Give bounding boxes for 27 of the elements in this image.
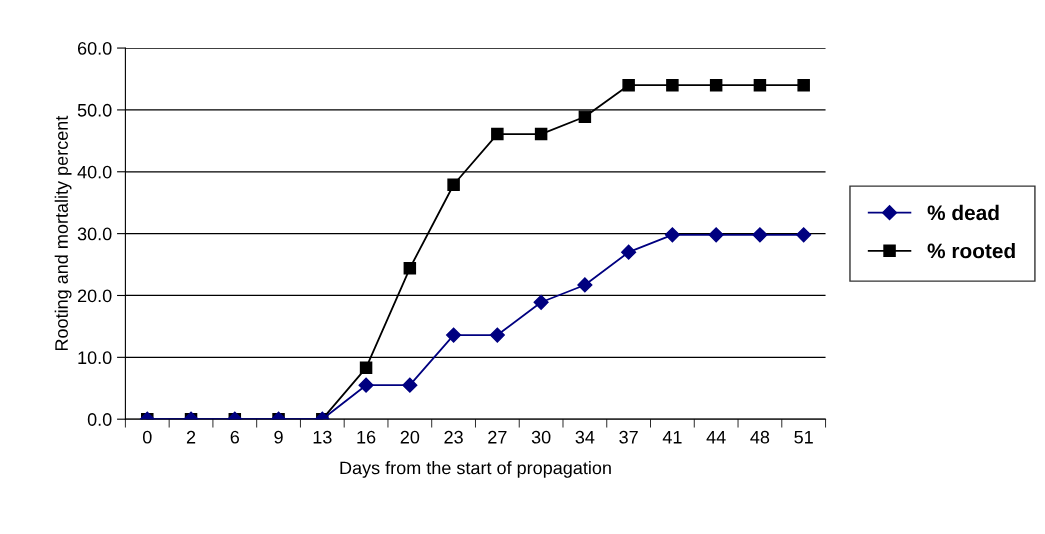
x-tick-label: 34 xyxy=(575,430,595,444)
x-tick-label: 23 xyxy=(444,430,463,444)
x-tick-label: 41 xyxy=(662,430,682,444)
y-tick-label: 20.0 xyxy=(77,289,112,303)
x-tick-label: 2 xyxy=(186,430,196,444)
y-tick-label: 60.0 xyxy=(77,41,112,55)
x-tick-label: 48 xyxy=(750,430,770,444)
y-tick-label: 40.0 xyxy=(77,165,112,179)
x-tick-label: 20 xyxy=(400,430,420,444)
x-tick-label: 16 xyxy=(357,430,376,444)
x-tick-label: 51 xyxy=(794,430,813,444)
legend-label: % dead xyxy=(927,204,999,221)
x-tick-label: 0 xyxy=(142,430,152,444)
y-tick-label: 30.0 xyxy=(77,227,112,241)
x-tick-label: 37 xyxy=(619,430,638,444)
x-axis-title: Days from the start of propagation xyxy=(340,461,611,478)
x-tick-label: 6 xyxy=(230,430,240,444)
x-tick-label: 30 xyxy=(531,430,551,444)
x-tick-label: 44 xyxy=(706,430,726,444)
y-tick-label: 10.0 xyxy=(78,351,112,365)
y-axis-title: Rooting and mortality percent xyxy=(54,115,72,351)
x-tick-label: 13 xyxy=(313,430,332,444)
legend-label: % rooted xyxy=(927,243,1015,259)
x-tick-label: 27 xyxy=(488,430,507,444)
x-tick-label: 9 xyxy=(274,430,283,444)
y-tick-label: 0.0 xyxy=(87,413,112,426)
y-tick-label: 50.0 xyxy=(77,103,112,117)
